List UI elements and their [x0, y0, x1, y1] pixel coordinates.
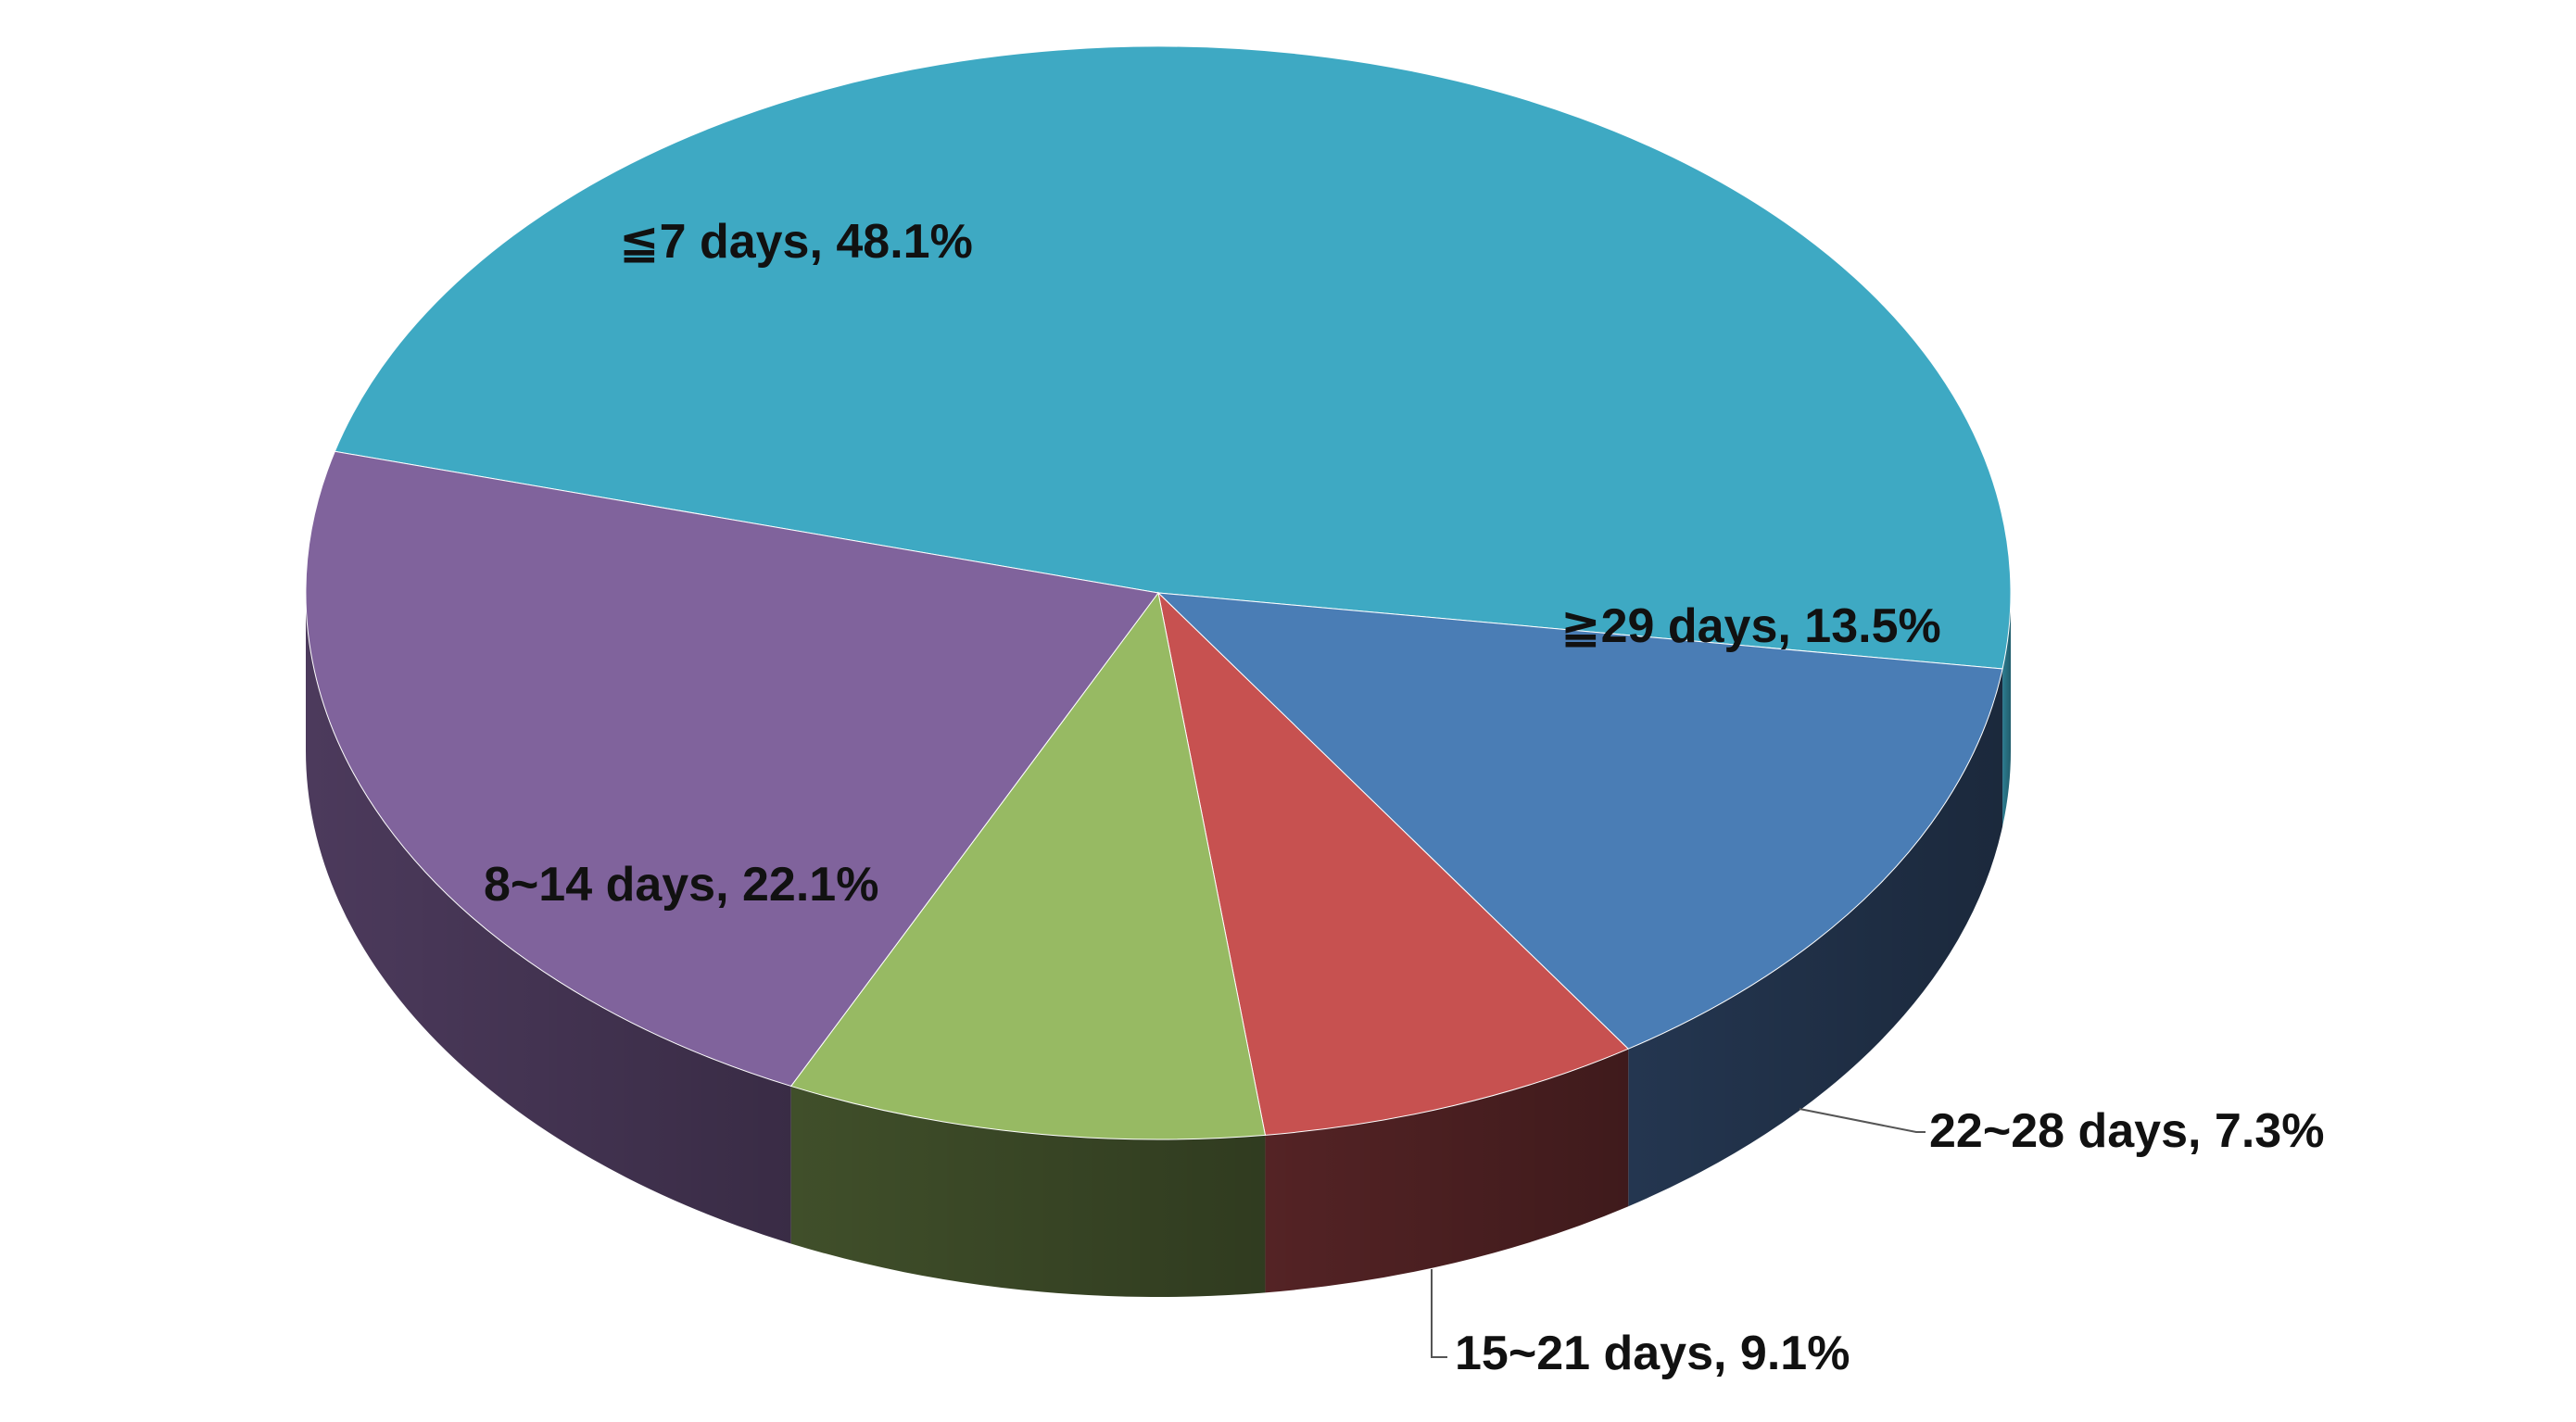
slice-label-8-14: 8~14 days, 22.1% — [484, 858, 878, 912]
leader-line-22-28 — [1799, 1108, 1926, 1133]
pie-side-walls — [306, 593, 2011, 1297]
leader-lines — [1431, 1108, 1926, 1358]
slice-15-21-days — [789, 591, 1267, 1140]
slice-29-days — [1156, 592, 2003, 1050]
pie-top-slices — [305, 45, 2012, 1140]
leader-line-15-21 — [1431, 1269, 1447, 1358]
side-wall-shade-15-21-days — [790, 1086, 1266, 1297]
slice-label-le7: ≦7 days, 48.1% — [619, 215, 973, 269]
slice-7-days — [334, 45, 2012, 670]
slice-label-22-28: 22~28 days, 7.3% — [1929, 1104, 2324, 1158]
side-wall-shade-22-28-days — [1265, 1049, 1629, 1293]
side-wall-shade-8-14-days — [306, 593, 791, 1244]
side-wall-shade-7-days — [2002, 593, 2011, 826]
slice-22-28-days — [1157, 591, 1630, 1136]
slice-label-ge29: ≧29 days, 13.5% — [1560, 599, 1941, 653]
side-wall-shade-29-days — [1628, 668, 2003, 1207]
slice-8-14-days — [305, 450, 1159, 1088]
slice-label-15-21: 15~21 days, 9.1% — [1455, 1327, 1850, 1380]
